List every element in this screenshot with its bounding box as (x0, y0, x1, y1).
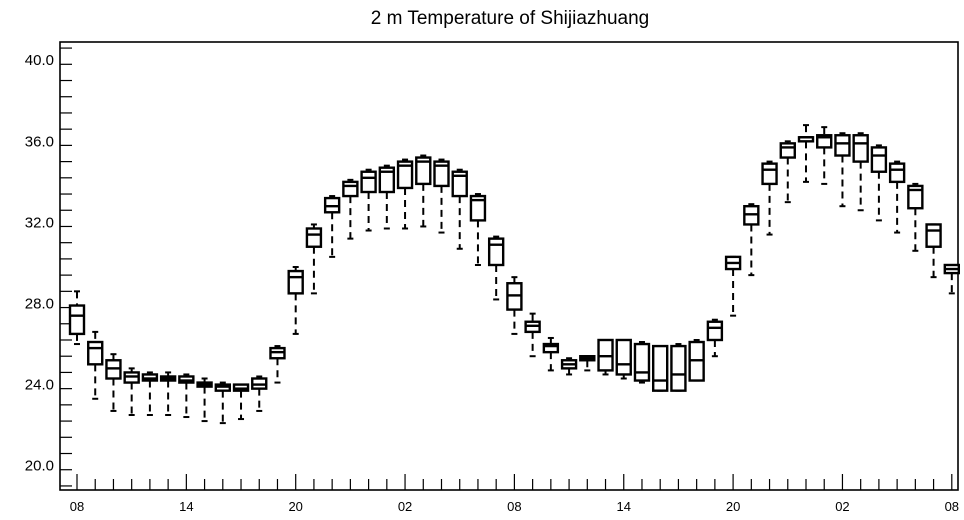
box-item (378, 164, 396, 230)
box-item (852, 132, 869, 212)
x-tick-label: 08 (945, 499, 959, 514)
box-item (925, 223, 942, 279)
box-item (670, 343, 687, 392)
box-item (68, 290, 86, 346)
y-tick-label: 36.0 (25, 133, 54, 150)
iqr-box (396, 160, 414, 190)
box-item (779, 140, 796, 204)
box-item (761, 160, 778, 236)
iqr-box (287, 269, 304, 295)
iqr-box (433, 160, 450, 188)
box-item (743, 203, 760, 277)
iqr-box (633, 342, 651, 382)
box-item (123, 367, 140, 416)
box-item (269, 345, 286, 384)
x-tick-label: 02 (398, 499, 412, 514)
box-item (323, 195, 341, 258)
box-item (487, 235, 505, 301)
box-item (415, 154, 432, 228)
x-tick-label: 14 (179, 499, 193, 514)
iqr-box (451, 170, 468, 198)
iqr-box (870, 146, 888, 173)
iqr-box (615, 338, 632, 376)
box-item (342, 178, 359, 240)
iqr-box (779, 142, 796, 159)
box-item (560, 357, 578, 376)
box-item (834, 132, 851, 208)
iqr-box (542, 342, 560, 354)
x-tick-label: 20 (726, 499, 740, 514)
box-item (105, 353, 122, 412)
x-tick-label: 20 (288, 499, 302, 514)
box-item (506, 276, 523, 335)
x-tick-label: 08 (70, 499, 84, 514)
iqr-box (342, 180, 359, 198)
box-item (214, 381, 232, 425)
box-item (615, 338, 632, 380)
box-item (451, 168, 468, 250)
y-tick-label: 28.0 (25, 296, 54, 313)
box-item (87, 330, 104, 400)
x-tick-label: 08 (507, 499, 521, 514)
y-tick-label: 20.0 (25, 458, 54, 475)
iqr-box (652, 344, 669, 392)
iqr-box (907, 184, 924, 210)
box-item (469, 193, 487, 266)
y-tick-label: 40.0 (25, 52, 54, 69)
box-item (232, 383, 250, 421)
box-item (542, 336, 560, 372)
box-item (797, 124, 815, 183)
iqr-box (888, 162, 906, 184)
box-item (724, 255, 742, 317)
box-item (688, 338, 705, 382)
x-tick-label: 02 (835, 499, 849, 514)
iqr-box (305, 227, 323, 248)
box-item (816, 126, 833, 185)
y-tick-label: 32.0 (25, 214, 54, 231)
box-item (524, 312, 541, 358)
iqr-box (852, 134, 869, 163)
iqr-box (415, 156, 432, 186)
iqr-box (378, 166, 396, 194)
chart-title: 2 m Temperature of Shijiazhuang (371, 8, 649, 29)
box-item (178, 373, 195, 419)
box-item (159, 371, 177, 416)
iqr-box (761, 162, 778, 186)
iqr-box (87, 340, 104, 366)
box-item (633, 341, 651, 384)
box-item (141, 371, 159, 416)
plot-border (59, 41, 959, 491)
iqr-box (360, 170, 377, 194)
y-axis: 20.0 24.0 28.0 32.0 36.0 40.0 (25, 47, 72, 487)
box-item (652, 344, 669, 392)
iqr-box (670, 344, 687, 392)
box-item (943, 263, 960, 295)
iqr-box (68, 304, 86, 336)
box-item (579, 355, 596, 372)
box-item (287, 266, 304, 335)
box-item (251, 375, 268, 412)
y-tick-label: 24.0 (25, 377, 54, 394)
plot-frame (59, 41, 959, 491)
iqr-box (834, 134, 851, 157)
iqr-box (706, 320, 724, 342)
box-item (706, 318, 724, 358)
box-item (360, 168, 377, 232)
box-item (870, 144, 888, 222)
box-series (68, 124, 960, 425)
x-tick-label: 14 (617, 499, 631, 514)
box-item (396, 158, 414, 230)
iqr-box (925, 223, 942, 248)
box-item (597, 338, 614, 376)
iqr-box (487, 237, 505, 267)
box-item (196, 377, 213, 423)
x-axis: 08 14 20 02 08 14 20 02 08 (70, 474, 959, 514)
box-item (433, 158, 450, 234)
box-item (888, 160, 906, 234)
box-item (305, 223, 323, 295)
iqr-box (469, 194, 487, 222)
box-item (907, 182, 924, 252)
